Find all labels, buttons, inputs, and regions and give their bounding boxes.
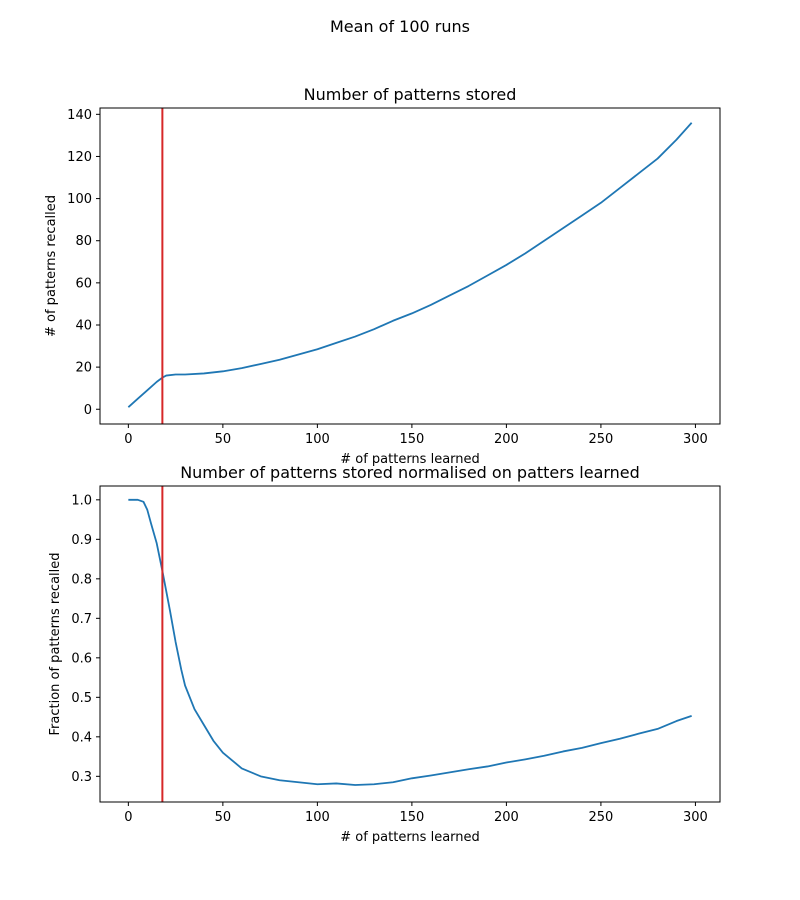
x-tick-label: 250: [589, 810, 614, 825]
figure-suptitle: Mean of 100 runs: [330, 17, 470, 36]
x-tick-label: 200: [494, 810, 519, 825]
y-tick-label: 20: [75, 361, 92, 376]
y-tick-label: 0.5: [71, 691, 92, 706]
y-tick-label: 140: [67, 108, 92, 123]
y-tick-label: 0.9: [71, 533, 92, 548]
axes-title: Number of patterns stored: [304, 85, 517, 104]
y-tick-label: 0.4: [71, 730, 92, 745]
x-tick-label: 150: [399, 810, 424, 825]
x-tick-label: 100: [305, 810, 330, 825]
x-axis-label: # of patterns learned: [340, 452, 480, 467]
y-axis-label: # of patterns recalled: [44, 195, 59, 337]
x-tick-label: 50: [215, 810, 232, 825]
y-tick-label: 0: [84, 403, 92, 418]
x-tick-label: 150: [399, 432, 424, 447]
x-tick-label: 0: [124, 810, 132, 825]
y-tick-label: 40: [75, 318, 92, 333]
y-tick-label: 60: [75, 276, 92, 291]
x-tick-label: 100: [305, 432, 330, 447]
series-line: [127, 122, 693, 408]
x-tick-label: 50: [215, 432, 232, 447]
x-axis-label: # of patterns learned: [340, 830, 480, 845]
y-tick-label: 80: [75, 234, 92, 249]
series-line: [128, 498, 692, 786]
y-axis-label: Fraction of patterns recalled: [48, 552, 63, 735]
y-tick-label: 0.6: [71, 651, 92, 666]
axes-frame: [99, 485, 721, 803]
y-tick-label: 100: [67, 192, 92, 207]
y-tick-label: 0.8: [71, 572, 92, 587]
axes-bottom-normalised-fraction: Number of patterns stored normalised on …: [48, 463, 721, 845]
x-tick-label: 300: [683, 810, 708, 825]
y-tick-label: 1.0: [71, 493, 92, 508]
y-tick-label: 0.3: [71, 770, 92, 785]
x-tick-label: 200: [494, 432, 519, 447]
x-tick-label: 300: [683, 432, 708, 447]
x-tick-label: 0: [124, 432, 132, 447]
axes-frame: [99, 107, 721, 425]
y-tick-label: 0.7: [71, 612, 92, 627]
y-tick-label: 120: [67, 150, 92, 165]
x-tick-label: 250: [589, 432, 614, 447]
axes-title: Number of patterns stored normalised on …: [180, 463, 640, 482]
